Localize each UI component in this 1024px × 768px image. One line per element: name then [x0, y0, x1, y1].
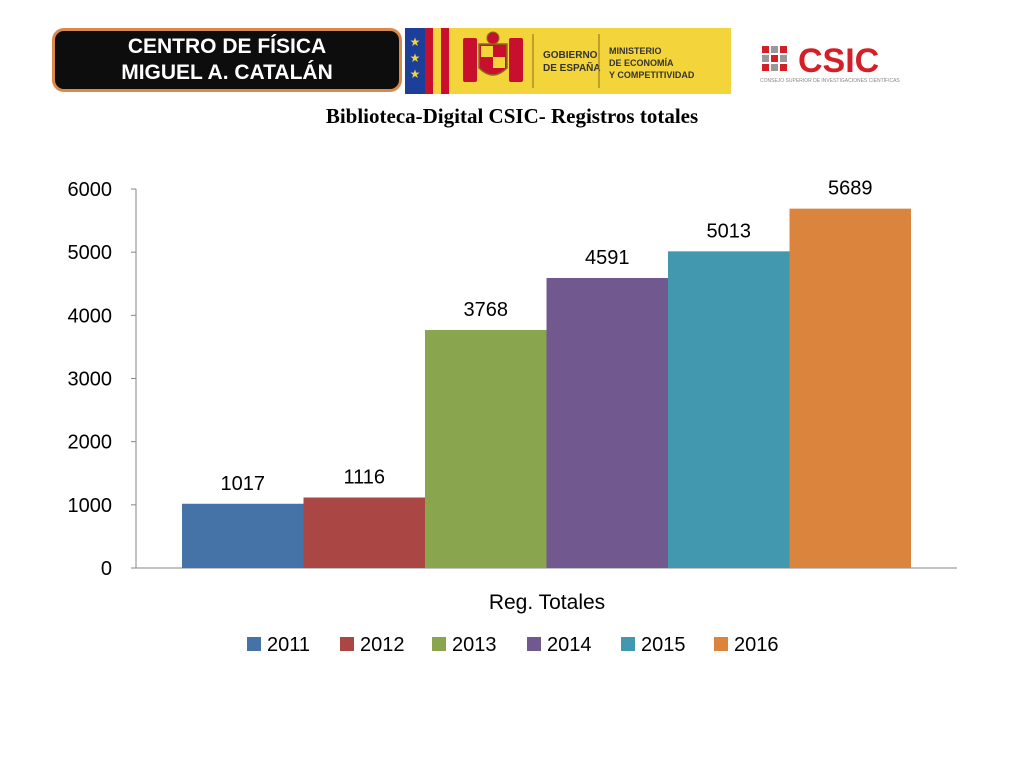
chart-data-labels: 1017 1116 3768 4591 5013 5689 — [221, 178, 873, 495]
legend-label-2015: 2015 — [641, 634, 686, 656]
gobierno-espana-logo: ★ ★ ★ GOBIERNO DE ESPAÑA MINISTERIO DE E… — [405, 28, 731, 94]
legend-label-2011: 2011 — [267, 634, 310, 656]
center-name-line2: MIGUEL A. CATALÁN — [121, 61, 333, 84]
data-label-2012: 1116 — [343, 467, 385, 489]
data-label-2014: 4591 — [585, 247, 630, 269]
legend-swatch-2012 — [340, 637, 354, 651]
csic-emblem-icon — [760, 44, 790, 74]
bar-2012 — [303, 497, 425, 568]
y-tick-label: 1000 — [68, 495, 113, 517]
bar-2011 — [182, 503, 304, 568]
data-label-2016: 5689 — [828, 178, 873, 200]
data-label-2015: 5013 — [707, 220, 752, 242]
x-axis-title: Reg. Totales — [489, 591, 605, 614]
y-tick-label: 5000 — [68, 242, 113, 264]
y-tick-label: 2000 — [68, 432, 113, 454]
y-tick-label: 6000 — [68, 179, 113, 201]
chart-title: Biblioteca-Digital CSIC- Registros total… — [325, 104, 699, 128]
legend-swatch-2015 — [621, 637, 635, 651]
center-name-line1: CENTRO DE FÍSICA — [127, 35, 327, 58]
legend-label-2013: 2013 — [452, 634, 497, 656]
csic-subtext: CONSEJO SUPERIOR DE INVESTIGACIONES CIEN… — [760, 77, 900, 84]
center-name-box: CENTRO DE FÍSICA MIGUEL A. CATALÁN — [52, 28, 402, 92]
gov-text-espana: DE ESPAÑA — [543, 61, 601, 74]
legend-swatch-2011 — [247, 637, 261, 651]
gov-text-competitividad: Y COMPETITIVIDAD — [609, 70, 695, 80]
legend-label-2012: 2012 — [360, 634, 405, 656]
csic-wordmark: CSIC — [798, 42, 879, 80]
gov-text-ministerio: MINISTERIO — [609, 46, 662, 56]
svg-text:★: ★ — [410, 51, 421, 65]
chart-legend: 2011 2012 2013 2014 2015 2016 — [247, 634, 779, 656]
y-tick-label: 4000 — [68, 305, 113, 327]
gov-text-economia: DE ECONOMÍA — [609, 58, 674, 68]
svg-text:★: ★ — [410, 35, 421, 49]
svg-text:★: ★ — [410, 67, 421, 81]
legend-swatch-2016 — [714, 637, 728, 651]
chart-bars — [182, 208, 911, 568]
data-label-2013: 3768 — [464, 299, 509, 321]
bar-2015 — [668, 251, 790, 568]
csic-logo: CSIC CONSEJO SUPERIOR DE INVESTIGACIONES… — [760, 42, 900, 84]
bar-2016 — [789, 208, 911, 568]
gov-logo-background — [405, 28, 731, 94]
coat-of-arms-icon — [463, 31, 523, 82]
data-label-2011: 1017 — [221, 473, 266, 495]
bar-2014 — [546, 278, 668, 568]
legend-label-2016: 2016 — [734, 634, 779, 656]
legend-swatch-2014 — [527, 637, 541, 651]
legend-swatch-2013 — [432, 637, 446, 651]
gov-text-gobierno: GOBIERNO — [543, 50, 598, 61]
y-tick-label: 3000 — [68, 369, 113, 391]
spain-flag-red — [425, 28, 433, 94]
bar-2013 — [425, 329, 547, 568]
chart-axes: 0 1000 2000 3000 4000 5000 6000 — [68, 179, 957, 580]
eu-flag-strip — [405, 28, 425, 94]
legend-label-2014: 2014 — [547, 634, 592, 656]
y-tick-label: 0 — [101, 558, 112, 580]
